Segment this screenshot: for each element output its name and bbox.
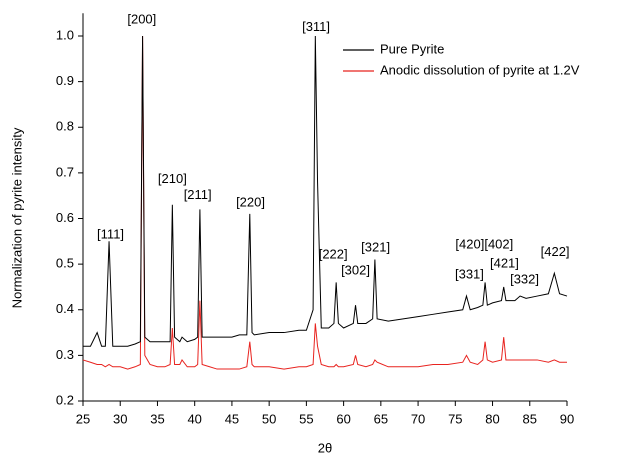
data-line (83, 35, 568, 347)
y-tick-label: 0.6 (56, 210, 74, 225)
peak-label: [422] (541, 244, 570, 259)
x-tick-label: 55 (299, 411, 313, 426)
x-axis-label: 2θ (318, 440, 332, 455)
y-tick-label: 1.0 (56, 27, 74, 42)
peak-label: [420][402] (455, 236, 513, 251)
y-axis-label: Normalization of pyrite intensity (9, 127, 24, 308)
x-tick-label: 75 (448, 411, 462, 426)
peak-label: [331] (455, 267, 484, 282)
peak-label: [302] (341, 262, 370, 277)
x-tick-label: 45 (225, 411, 239, 426)
peak-label: [421] (490, 256, 519, 271)
data-line (82, 35, 567, 370)
peak-label: [111] (97, 226, 124, 241)
y-tick-label: 0.3 (56, 347, 74, 362)
y-tick-label: 0.8 (56, 119, 74, 134)
x-tick-label: 65 (374, 411, 388, 426)
x-tick-label: 80 (485, 411, 499, 426)
y-tick-label: 0.9 (56, 73, 74, 88)
x-tick-label: 40 (187, 411, 201, 426)
x-tick-label: 30 (113, 411, 127, 426)
y-tick-label: 0.7 (56, 164, 74, 179)
peak-label: [210] (158, 171, 187, 186)
x-tick-label: 35 (150, 411, 164, 426)
x-tick-label: 85 (523, 411, 537, 426)
y-tick-label: 0.4 (56, 301, 74, 316)
legend-label: Pure Pyrite (380, 41, 444, 56)
legend-label: Anodic dissolution of pyrite at 1.2V (380, 62, 580, 77)
x-tick-label: 70 (411, 411, 425, 426)
peak-label: [321] (361, 240, 390, 255)
peak-label: [200] (127, 11, 156, 26)
peak-label: [311] (302, 19, 330, 34)
y-tick-label: 0.2 (56, 392, 74, 407)
peak-label: [220] (236, 194, 265, 209)
x-tick-label: 50 (262, 411, 276, 426)
x-tick-label: 60 (336, 411, 350, 426)
x-tick-label: 25 (76, 411, 90, 426)
peak-label: [222] (319, 246, 348, 261)
y-tick-label: 0.5 (56, 256, 74, 271)
peak-label: [211] (184, 187, 212, 202)
x-tick-label: 90 (560, 411, 574, 426)
peak-label: [332] (510, 272, 539, 287)
